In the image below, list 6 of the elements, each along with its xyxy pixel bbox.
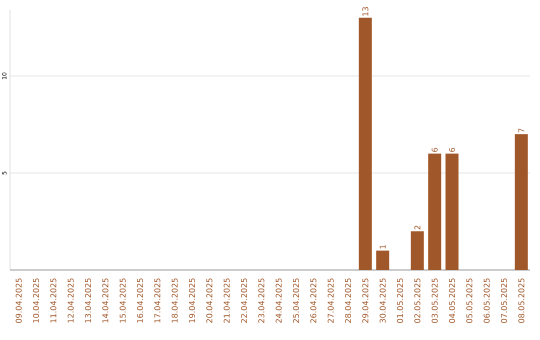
bar [514,134,528,270]
bar [410,231,424,270]
bar [358,18,372,270]
bar [376,250,390,270]
bar [428,154,442,270]
bar [446,154,459,270]
